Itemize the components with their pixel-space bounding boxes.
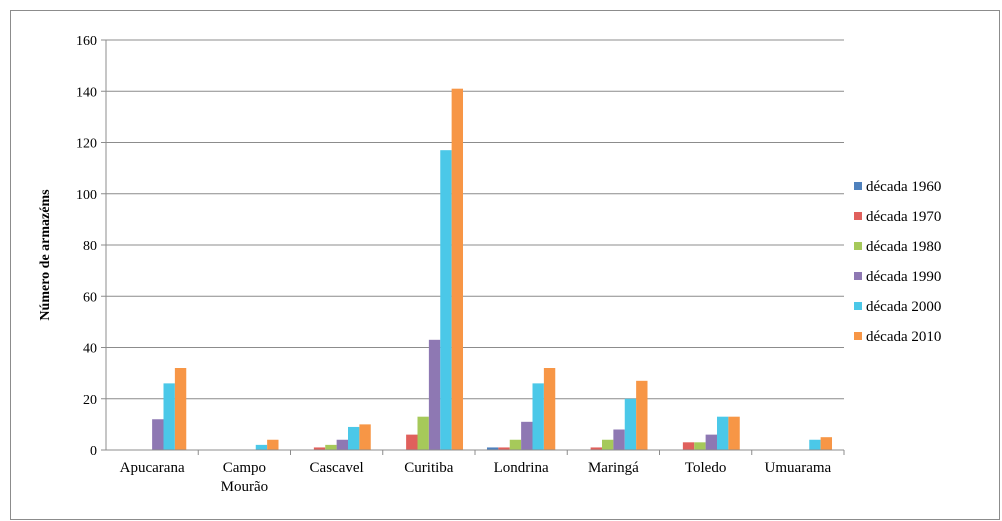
bar: [498, 447, 510, 450]
y-axis-label: Número de armazéms: [38, 189, 53, 321]
legend-label: década 1970: [866, 209, 941, 225]
legend-label: década 1990: [866, 269, 941, 285]
gridlines: [101, 39, 844, 451]
bar: [613, 429, 625, 450]
bar: [428, 339, 441, 450]
legend-swatch: [854, 212, 862, 220]
bar: [255, 444, 268, 450]
legend: década 1960 década 1970 década 1980 década …: [854, 179, 941, 345]
bar: [590, 447, 602, 450]
bar: [440, 150, 452, 450]
axes: [105, 40, 845, 455]
bar: [636, 380, 648, 450]
legend-swatch: [854, 272, 862, 280]
bar: [509, 439, 522, 450]
x-category-label: Apucarana: [120, 460, 185, 476]
y-tick-label: 0: [90, 444, 97, 459]
bar: [820, 437, 833, 450]
bar: [717, 416, 729, 450]
bar: [694, 442, 706, 450]
x-category-label: Toledo: [685, 460, 726, 476]
x-category-label: Curitiba: [404, 460, 454, 476]
bar: [313, 447, 326, 450]
y-tick-label: 100: [76, 188, 97, 203]
y-tick-label: 20: [83, 393, 97, 408]
y-tick-labels: 0 20 40 60 80 100 120 140 160: [76, 34, 97, 459]
x-category-label: Cascavel: [310, 460, 364, 476]
x-category-label: Campo: [223, 460, 266, 476]
x-category-labels: Apucarana Campo Mourão Cascavel Curitiba Lond…: [120, 460, 832, 495]
x-category-label: Maringá: [588, 460, 639, 476]
chart-frame: 0 20 40 60 80 100 120 140 160 Apucarana Campo Mour…: [10, 10, 1000, 520]
legend-swatch: [854, 242, 862, 250]
bar: [543, 368, 556, 450]
bar: [601, 439, 614, 450]
legend-label: década 1980: [866, 239, 941, 255]
bar: [532, 383, 544, 450]
legend-label: década 1960: [866, 179, 941, 195]
y-tick-label: 160: [76, 34, 97, 49]
bar: [417, 416, 429, 450]
x-category-label: Londrina: [494, 460, 549, 476]
bar: [451, 88, 464, 450]
x-category-label: Mourão: [221, 479, 269, 495]
y-tick-label: 120: [76, 137, 97, 152]
bar: [348, 426, 360, 450]
bar: [336, 439, 349, 450]
bar: [809, 439, 821, 450]
bar: [406, 434, 418, 450]
bar: [174, 368, 187, 450]
bar: [486, 447, 499, 450]
bar: [163, 383, 175, 450]
y-tick-label: 40: [83, 342, 97, 357]
bar: [267, 439, 279, 450]
bar: [728, 416, 740, 450]
bar: [705, 434, 718, 450]
bar: [325, 444, 337, 450]
y-tick-label: 60: [83, 290, 97, 305]
bar-chart: 0 20 40 60 80 100 120 140 160 Apucarana Campo Mour…: [38, 34, 941, 495]
y-tick-label: 140: [76, 85, 97, 100]
bar: [521, 421, 533, 450]
legend-label: década 2000: [866, 299, 941, 315]
bars: [152, 88, 833, 450]
bar: [624, 398, 637, 450]
legend-label: década 2010: [866, 329, 941, 345]
x-category-label: Umuarama: [765, 460, 832, 476]
bar: [682, 442, 695, 450]
bar: [359, 424, 371, 450]
legend-swatch: [854, 332, 862, 340]
y-tick-label: 80: [83, 239, 97, 254]
legend-swatch: [854, 182, 862, 190]
bar: [152, 419, 164, 450]
legend-swatch: [854, 302, 862, 310]
